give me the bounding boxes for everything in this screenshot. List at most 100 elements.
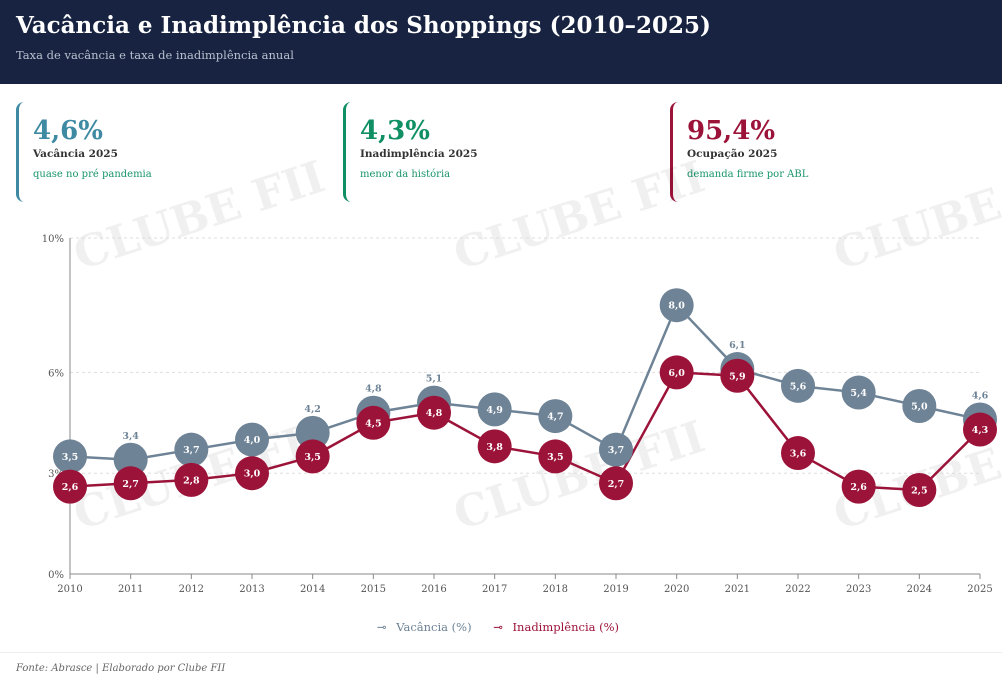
point-marker xyxy=(720,358,755,393)
data-point[interactable]: 3,7 xyxy=(599,432,633,467)
data-label: 8,0 xyxy=(668,301,685,312)
data-label: 4,2 xyxy=(304,404,321,415)
data-point[interactable]: 6,0 xyxy=(659,355,694,390)
legend-vacancia[interactable]: ⊸ Vacância (%) xyxy=(376,620,472,634)
data-point[interactable]: 3,5 xyxy=(295,439,330,474)
data-label: 4,0 xyxy=(244,435,261,446)
kpi-note: demanda firme por ABL xyxy=(687,169,809,180)
point-marker xyxy=(538,399,573,434)
data-label: 3,4 xyxy=(122,431,139,442)
data-point[interactable]: 4,3 xyxy=(963,412,997,447)
data-label: 2,8 xyxy=(183,475,200,486)
data-label: 3,6 xyxy=(790,449,807,460)
x-tick-label: 2018 xyxy=(543,584,568,595)
data-point[interactable]: 3,7 xyxy=(174,432,209,467)
data-point[interactable]: 2,6 xyxy=(53,469,87,504)
data-point[interactable]: 3,0 xyxy=(235,456,269,491)
data-point[interactable]: 2,6 xyxy=(841,469,876,504)
point-marker xyxy=(841,375,876,410)
data-point[interactable]: 5,9 xyxy=(720,358,755,393)
x-tick-label: 2019 xyxy=(603,584,628,595)
x-tick-label: 2013 xyxy=(239,584,264,595)
point-marker xyxy=(781,436,815,471)
point-marker xyxy=(599,466,633,501)
data-point[interactable]: 3,6 xyxy=(781,436,815,471)
data-point[interactable] xyxy=(295,415,330,450)
x-tick-label: 2010 xyxy=(57,584,82,595)
data-label: 2,7 xyxy=(122,479,139,490)
data-point[interactable]: 4,0 xyxy=(235,422,269,457)
y-tick-label: 3% xyxy=(48,469,64,480)
data-point[interactable]: 2,7 xyxy=(113,466,148,501)
x-tick-label: 2022 xyxy=(785,584,810,595)
series-line-1 xyxy=(69,371,981,492)
kpi-note: quase no pré pandemia xyxy=(33,169,152,180)
x-tick-label: 2023 xyxy=(846,584,871,595)
source-footer: Fonte: Abrasce | Elaborado por Clube FII xyxy=(0,652,1002,684)
data-label: 2,6 xyxy=(850,482,867,493)
kpi-value: 95,4% xyxy=(687,116,776,146)
x-tick-label: 2011 xyxy=(118,584,143,595)
data-point[interactable]: 8,0 xyxy=(659,288,694,323)
watermark: CLUBE FII xyxy=(448,411,711,540)
page-subtitle: Taxa de vacância e taxa de inadimplência… xyxy=(16,48,294,62)
x-tick-label: 2012 xyxy=(179,584,204,595)
point-marker xyxy=(174,462,209,497)
data-label: 4,9 xyxy=(486,405,503,416)
x-tick-label: 2014 xyxy=(300,584,325,595)
kpi-card-inadimplencia: 4,3% Inadimplência 2025 menor da históri… xyxy=(343,102,643,202)
data-point[interactable]: 4,8 xyxy=(417,395,451,430)
point-marker xyxy=(295,415,330,450)
point-marker xyxy=(781,368,815,403)
data-label: 5,6 xyxy=(790,381,807,392)
data-label: 3,5 xyxy=(62,452,79,463)
data-point[interactable]: 5,6 xyxy=(781,368,815,403)
data-label: 5,0 xyxy=(911,402,928,413)
data-point[interactable]: 3,5 xyxy=(538,439,573,474)
data-label: 6,1 xyxy=(729,340,746,351)
point-marker xyxy=(356,405,391,440)
data-label: 2,5 xyxy=(911,486,928,497)
kpi-card-ocupacao: 95,4% Ocupação 2025 demanda firme por AB… xyxy=(670,102,970,202)
data-point[interactable]: 5,4 xyxy=(841,375,876,410)
data-label: 4,5 xyxy=(365,418,382,429)
watermark: CLUBE FII xyxy=(448,151,711,280)
data-label: 3,7 xyxy=(608,445,625,456)
point-marker xyxy=(659,288,694,323)
point-marker xyxy=(477,392,512,427)
point-marker xyxy=(599,432,633,467)
watermark: CLUBE FII xyxy=(828,151,1002,280)
x-tick-label: 2016 xyxy=(421,584,446,595)
point-marker xyxy=(963,412,997,447)
data-label: 3,0 xyxy=(244,469,261,480)
kpi-label: Inadimplência 2025 xyxy=(360,148,478,160)
data-label: 4,3 xyxy=(972,425,989,436)
point-marker xyxy=(902,473,937,507)
x-tick-label: 2024 xyxy=(907,584,932,595)
data-label: 5,4 xyxy=(850,388,867,399)
data-label: 5,9 xyxy=(729,371,746,382)
data-point[interactable]: 4,7 xyxy=(538,399,573,434)
data-label: 6,0 xyxy=(668,368,685,379)
data-point[interactable]: 2,7 xyxy=(599,466,633,501)
data-point[interactable]: 5,0 xyxy=(902,389,937,423)
data-label: 3,5 xyxy=(304,452,321,463)
data-point[interactable]: 2,8 xyxy=(174,462,209,497)
legend-inadimplencia[interactable]: ⊸ Inadimplência (%) xyxy=(493,620,620,634)
data-point[interactable] xyxy=(113,442,148,477)
point-marker xyxy=(841,469,876,504)
data-label: 3,7 xyxy=(183,445,200,456)
data-point[interactable]: 2,5 xyxy=(902,473,937,507)
data-point[interactable]: 4,5 xyxy=(356,405,391,440)
data-point[interactable]: 3,5 xyxy=(53,439,87,474)
point-marker xyxy=(295,439,330,474)
point-marker xyxy=(113,442,148,477)
data-point[interactable]: 3,8 xyxy=(477,429,512,464)
point-marker xyxy=(477,429,512,464)
chart-legend: ⊸ Vacância (%) ⊸ Inadimplência (%) xyxy=(0,620,1002,634)
kpi-value: 4,6% xyxy=(33,116,103,146)
x-tick-label: 2015 xyxy=(361,584,386,595)
point-marker xyxy=(174,432,209,467)
data-point[interactable]: 4,9 xyxy=(477,392,512,427)
point-marker xyxy=(659,355,694,390)
